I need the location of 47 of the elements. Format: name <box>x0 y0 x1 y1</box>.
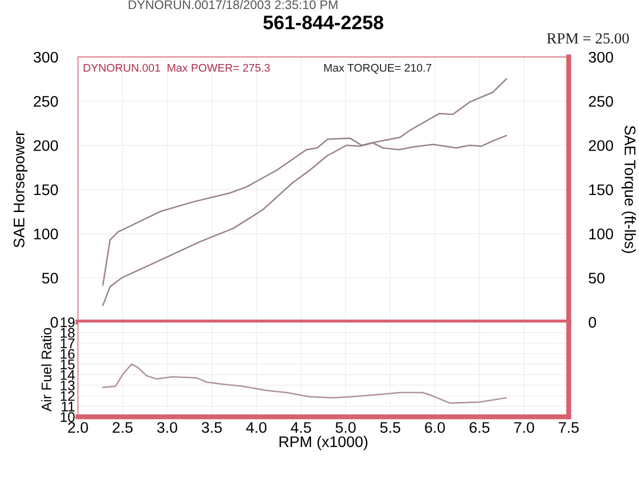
x-tick-label: 4.5 <box>290 422 312 433</box>
y-tick-label: 19 <box>60 317 75 328</box>
x-tick-label: 5.0 <box>336 422 356 433</box>
x-tick-label: 5.5 <box>380 422 400 433</box>
y-tick-label: 17 <box>60 338 74 348</box>
y-axis-title: Air Fuel Ratio <box>41 328 52 412</box>
y2-axis-title: SAE Torque (ft-lbs) <box>622 126 636 253</box>
x-tick-label: 4.0 <box>246 422 266 433</box>
y2-tick-label: 100 <box>589 228 614 240</box>
y2-tick-label: 150 <box>589 184 614 196</box>
y-tick-label: 11 <box>62 402 75 412</box>
y-tick-label: 14 <box>60 370 75 380</box>
x-tick-label: 7.5 <box>558 422 579 433</box>
y-tick-label: 15 <box>60 360 75 370</box>
y-tick-label: 300 <box>34 52 58 63</box>
line-series <box>102 363 507 404</box>
x-tick-label: 2.0 <box>68 422 88 433</box>
chart-title: 561-844-2258 <box>263 16 384 30</box>
x-tick-label: 2.5 <box>112 422 133 433</box>
y2-tick-label: 300 <box>588 52 614 63</box>
y-tick-label: 200 <box>34 140 58 152</box>
x-axis-title: RPM (x1000) <box>280 436 368 450</box>
y-tick-label: 12 <box>60 391 74 401</box>
y2-tick-label: 250 <box>588 96 614 107</box>
line-series <box>102 78 507 306</box>
y-tick-label: 10 <box>60 412 75 422</box>
y-axis-title: SAE Horsepower <box>14 131 28 248</box>
x-tick-label: 3.5 <box>202 422 222 433</box>
x-tick-label: 6.5 <box>470 422 490 433</box>
y2-tick-label: 0 <box>588 316 596 328</box>
y-tick-label: 13 <box>60 380 75 390</box>
annotation: DYNORUN.001 Max POWER= 275.3 <box>84 64 270 72</box>
x-tick-label: 3.0 <box>157 422 178 433</box>
x-tick-label: 6.0 <box>425 422 445 433</box>
y2-tick-label: 200 <box>588 140 614 152</box>
text: RPM = 25.00 <box>546 33 629 44</box>
y-tick-label: 0 <box>50 316 58 328</box>
y-tick-label: 50 <box>42 272 58 284</box>
y-tick-label: 250 <box>34 96 58 107</box>
y-tick-label: 18 <box>60 328 75 338</box>
y2-tick-label: 50 <box>588 272 605 284</box>
x-tick-label: 7.0 <box>514 422 534 433</box>
annotation: Max TORQUE= 210.7 <box>324 64 432 74</box>
y-tick-label: 100 <box>34 228 58 240</box>
y-tick-label: 150 <box>34 184 58 196</box>
text: DYNORUN.0017/18/2003 2:35:10 PM <box>128 0 338 10</box>
y-tick-label: 16 <box>60 348 75 359</box>
